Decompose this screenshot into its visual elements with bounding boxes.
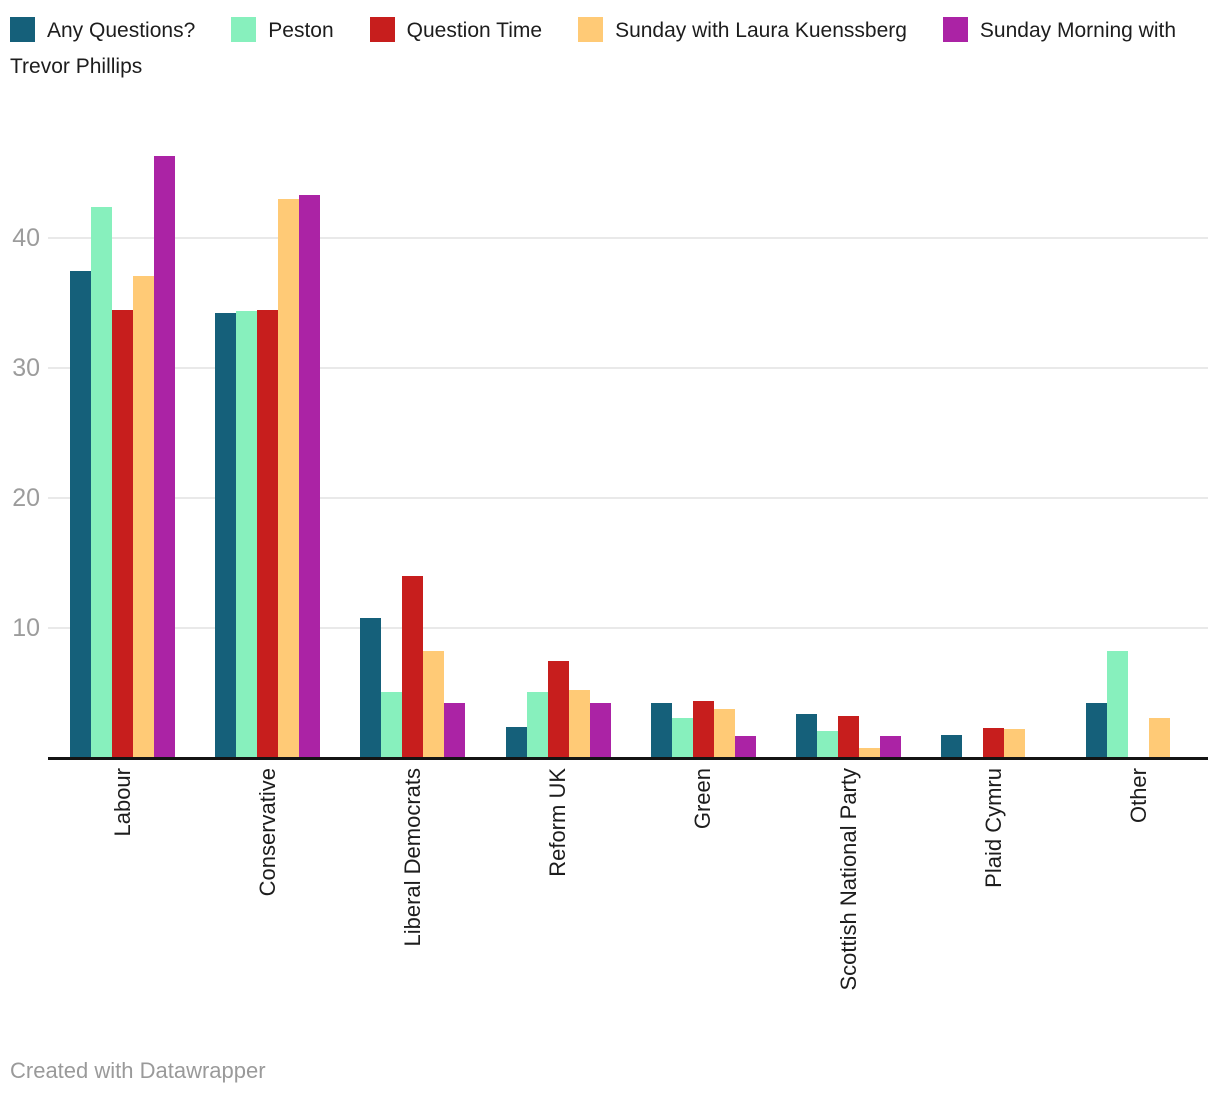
bar-conservative-question-time: [257, 309, 279, 758]
bar-other-peston: [1107, 651, 1129, 758]
x-axis-label-green: Green: [690, 768, 716, 830]
bar-conservative-sunday-morning-with-trevor-phillips: [299, 195, 321, 758]
legend-item-any-questions: Any Questions?: [10, 17, 196, 42]
x-axis-label-scottish-national-party: Scottish National Party: [835, 768, 861, 991]
bar-green-peston: [671, 717, 693, 758]
bar-scottish-national-party-question-time: [838, 716, 859, 758]
bar-labour-sunday-with-laura-kuenssberg: [133, 275, 154, 758]
bar-plaid-cymru-sunday-with-laura-kuenssberg: [1004, 729, 1026, 758]
bar-labour-sunday-morning-with-trevor-phillips: [154, 156, 175, 758]
bar-labour-peston: [91, 206, 112, 758]
legend-label: Any Questions?: [47, 19, 196, 42]
bar-labour-question-time: [112, 309, 133, 758]
legend-label: Peston: [268, 19, 334, 42]
bar-liberal-democrats-peston: [381, 691, 403, 758]
bar-reform-uk-question-time: [547, 660, 569, 758]
x-axis-label-other: Other: [1125, 768, 1151, 824]
gridline-10: [48, 627, 1208, 629]
bar-liberal-democrats-sunday-morning-with-trevor-phillips: [444, 703, 466, 758]
legend-swatch-question-time: [369, 17, 395, 42]
bar-green-sunday-with-laura-kuenssberg: [713, 708, 735, 758]
y-axis-tick-label: 20: [12, 484, 40, 512]
gridline-30: [48, 367, 1208, 369]
x-axis-label-plaid-cymru: Plaid Cymru: [980, 768, 1006, 888]
legend-item-sunday-with-laura-kuenssberg: Sunday with Laura Kuenssberg: [578, 17, 907, 42]
gridline-20: [48, 497, 1208, 499]
bar-reform-uk-sunday-morning-with-trevor-phillips: [589, 703, 611, 758]
bar-conservative-peston: [236, 310, 258, 758]
legend: Any Questions? Peston Question Time Sunday …: [0, 0, 1220, 85]
legend-swatch-any-questions: [10, 17, 35, 42]
bar-reform-uk-peston: [526, 691, 548, 758]
bar-liberal-democrats-sunday-with-laura-kuenssberg: [423, 651, 445, 758]
legend-label: Sunday with Laura Kuenssberg: [615, 19, 907, 42]
x-axis-label-reform-uk: Reform UK: [545, 768, 571, 877]
y-axis-tick-label: 10: [12, 614, 40, 642]
bar-green-sunday-morning-with-trevor-phillips: [734, 735, 756, 758]
bar-other-any-questions: [1086, 703, 1108, 758]
x-axis-label-liberal-democrats: Liberal Democrats: [399, 768, 425, 947]
bar-plaid-cymru-any-questions: [941, 734, 963, 758]
legend-item-peston: Peston: [231, 17, 334, 42]
legend-item-sunday-morning-with-trevor-phillips: Sunday Morning with Trevor Phillips: [10, 17, 1177, 78]
bar-labour-any-questions: [70, 270, 91, 758]
legend-label: Sunday Morning with Trevor Phillips: [10, 19, 1177, 78]
bar-conservative-any-questions: [215, 313, 237, 758]
bar-liberal-democrats-question-time: [402, 576, 424, 758]
legend-swatch-sunday-with-laura-kuenssberg: [578, 17, 604, 42]
bar-scottish-national-party-any-questions: [796, 713, 817, 758]
y-axis-tick-label: 40: [12, 224, 40, 252]
bar-conservative-sunday-with-laura-kuenssberg: [278, 199, 300, 758]
bar-scottish-national-party-sunday-with-laura-kuenssberg: [859, 747, 880, 758]
bar-reform-uk-sunday-with-laura-kuenssberg: [568, 690, 590, 758]
x-axis-line: [48, 757, 1208, 760]
gridline-40: [48, 237, 1208, 239]
legend-item-question-time: Question Time: [369, 17, 543, 42]
bar-green-question-time: [692, 700, 714, 758]
bar-other-sunday-with-laura-kuenssberg: [1149, 717, 1171, 758]
x-axis-label-conservative: Conservative: [254, 768, 280, 897]
bar-liberal-democrats-any-questions: [360, 617, 382, 758]
bar-plaid-cymru-question-time: [983, 728, 1005, 758]
legend-swatch-peston: [231, 17, 257, 42]
legend-swatch-sunday-morning-with-trevor-phillips: [942, 17, 968, 42]
bar-reform-uk-any-questions: [505, 726, 527, 758]
bar-scottish-national-party-sunday-morning-with-trevor-phillips: [880, 735, 901, 758]
y-axis-tick-label: 30: [12, 354, 40, 382]
x-axis-label-labour: Labour: [109, 768, 135, 837]
legend-label: Question Time: [406, 19, 543, 42]
datawrapper-attribution-link[interactable]: Created with Datawrapper: [10, 1058, 266, 1083]
bar-green-any-questions: [650, 703, 672, 758]
bar-scottish-national-party-peston: [817, 730, 838, 758]
